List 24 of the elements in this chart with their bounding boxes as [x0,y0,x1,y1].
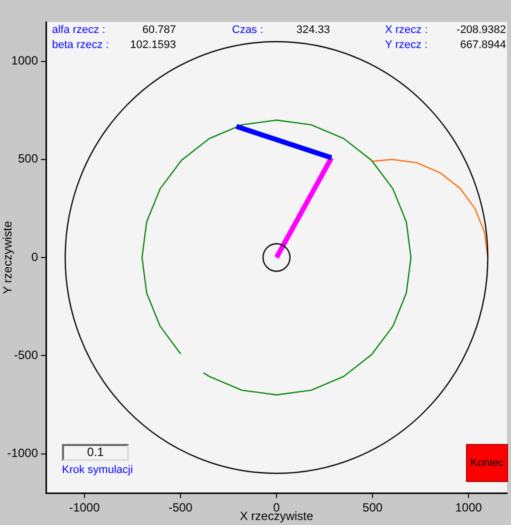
annotation: beta rzecz : [52,39,110,51]
y-tick-label: 1000 [11,54,38,68]
annotation: Krok symulacji [62,464,133,476]
x-tick-label: 1000 [455,500,482,515]
annotation: 60.787 [141,24,176,36]
y-tick-label: -500 [14,348,38,362]
annotation: Y rzecz : [385,39,429,51]
annotation: 102.1593 [129,39,176,51]
x-tick-label: 0 [273,500,280,515]
annotation: 324.33 [295,24,330,36]
annotation: X rzecz : [385,24,429,36]
annotation: -208.9382 [455,24,506,36]
annotation: alfa rzecz : [52,24,106,36]
x-tick-label: 500 [362,500,383,515]
y-tick-label: 500 [18,152,38,166]
annotation: 667.8944 [459,39,506,51]
input-field: 0.1 [62,444,129,461]
x-tick-label: -500 [168,500,193,515]
y-axis-title: Y rzeczywiste [0,220,15,294]
button: Koniec [466,444,508,482]
x-tick-label: -1000 [69,500,100,515]
annotation: Czas : [232,24,264,36]
y-tick-label: 0 [31,250,38,264]
y-tick-label: -1000 [7,446,38,460]
